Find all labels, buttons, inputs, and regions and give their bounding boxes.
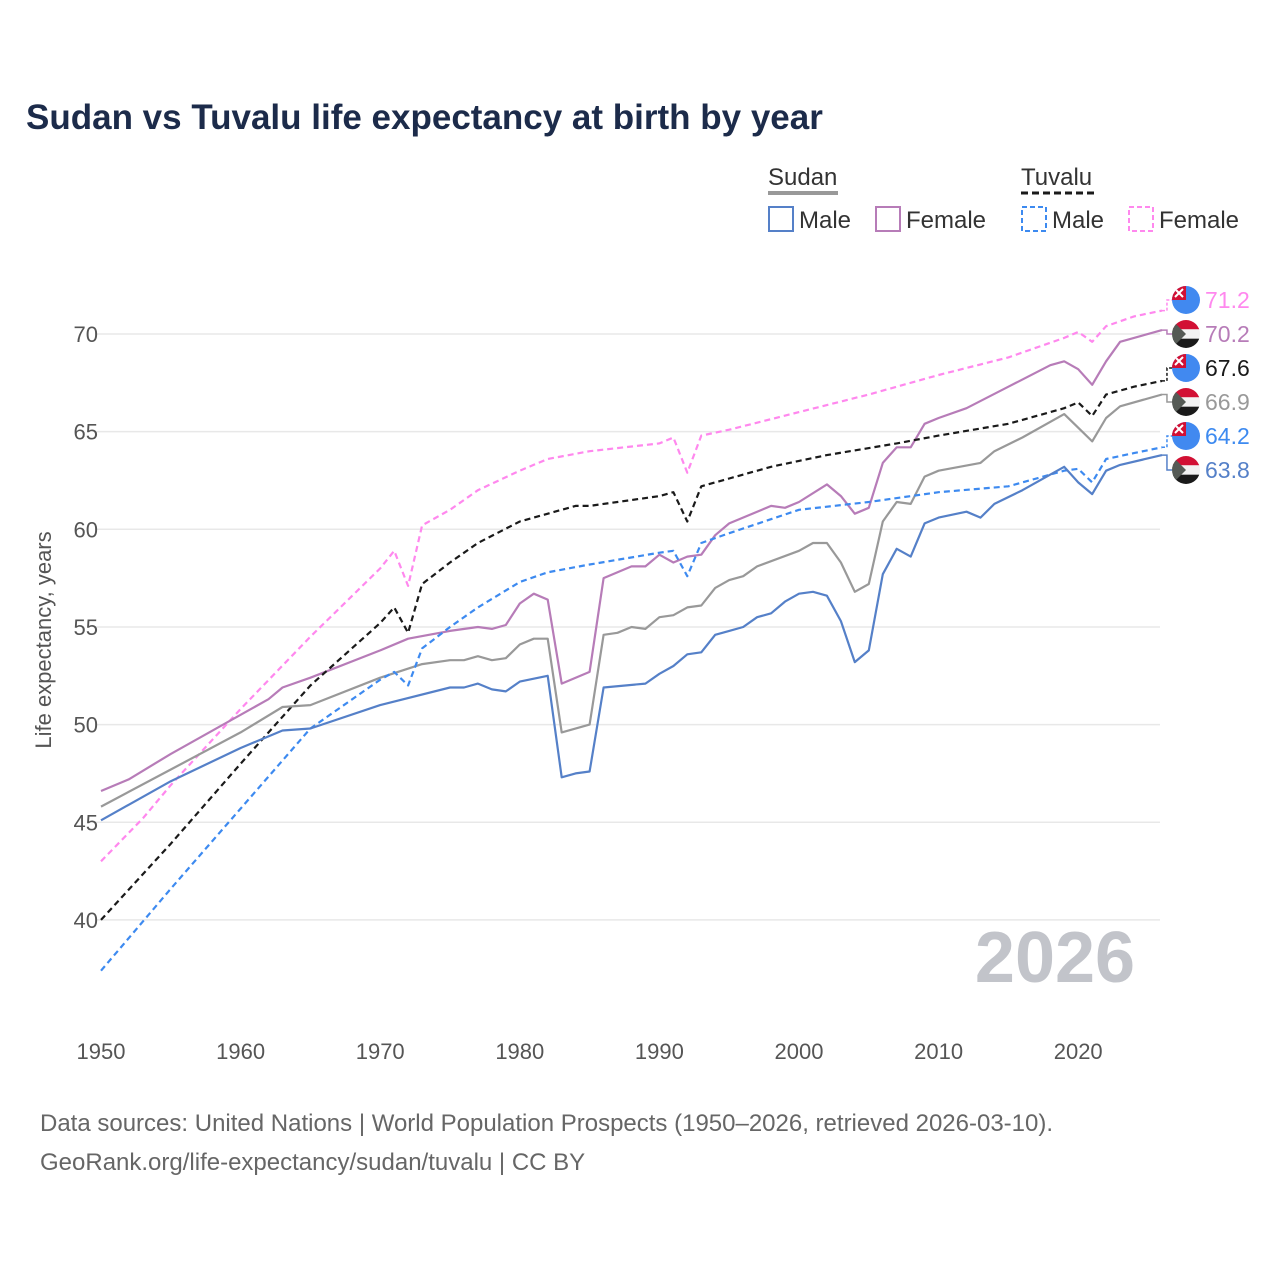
end-value-label: 64.2 <box>1205 423 1250 449</box>
x-tick-label: 1970 <box>356 1039 405 1064</box>
legend-swatch-tuvalu-female <box>1128 206 1154 232</box>
legend-group-tuvalu: Tuvalu <box>1021 164 1092 191</box>
end-value-label: 67.6 <box>1205 355 1250 381</box>
flag-cross <box>1174 356 1184 366</box>
flag-stripe-black <box>1172 338 1200 348</box>
y-tick-label: 70 <box>74 322 98 347</box>
flag-triangle <box>1172 320 1186 348</box>
series-line-tuvalu-female <box>100 309 1163 863</box>
legend: Sudan Male Female Tuvalu Male Female <box>768 164 1239 234</box>
series-line-tuvalu <box>100 379 1163 921</box>
series-line-sudan <box>100 393 1163 808</box>
x-tick-label: 1980 <box>495 1039 544 1064</box>
chart-title: Sudan vs Tuvalu life expectancy at birth… <box>26 98 823 137</box>
leader-line <box>1161 393 1174 403</box>
flag-stripe-black <box>1172 474 1200 484</box>
series-line-sudan-male <box>100 454 1163 822</box>
flag-triangle <box>1172 456 1186 484</box>
leader-line <box>1161 435 1174 449</box>
leader-line <box>1161 329 1174 335</box>
flag-body <box>1172 320 1200 348</box>
legend-group-sudan: Sudan <box>768 164 837 191</box>
legend-swatch-sudan-male <box>768 206 794 232</box>
legend-label-sudan-male: Male <box>799 207 851 234</box>
footer-link[interactable]: GeoRank.org/life-expectancy/sudan/tuvalu… <box>40 1149 585 1176</box>
flag-triangle <box>1172 388 1186 416</box>
y-tick-label: 45 <box>74 810 98 835</box>
sudan-flag-icon <box>1172 320 1200 348</box>
flag-body <box>1172 388 1200 416</box>
flag-body <box>1172 422 1200 450</box>
end-value-label: 70.2 <box>1205 321 1250 347</box>
flag-cross <box>1174 288 1184 298</box>
flag-body <box>1172 456 1200 484</box>
y-tick-label: 60 <box>74 517 98 542</box>
y-tick-label: 55 <box>74 615 98 640</box>
end-value-label: 63.8 <box>1205 457 1250 483</box>
y-tick-label: 40 <box>74 908 98 933</box>
flag-stripe-red <box>1172 456 1200 466</box>
sudan-flag-icon <box>1172 388 1200 416</box>
series-line-tuvalu-male <box>100 446 1163 972</box>
legend-swatch-tuvalu-male <box>1021 206 1047 232</box>
x-tick-label: 1950 <box>77 1039 126 1064</box>
x-tick-label: 1990 <box>635 1039 684 1064</box>
tuvalu-flag-icon <box>1172 286 1200 314</box>
flag-body <box>1172 286 1200 314</box>
series-line-sudan-female <box>100 329 1163 793</box>
x-tick-label: 1960 <box>216 1039 265 1064</box>
leader-line <box>1161 367 1174 382</box>
x-tick-label: 2010 <box>914 1039 963 1064</box>
legend-label-tuvalu-male: Male <box>1052 207 1104 234</box>
legend-swatch-sudan-female <box>875 206 901 232</box>
flag-body <box>1172 354 1200 382</box>
legend-label-sudan-female: Female <box>906 207 986 234</box>
y-axis-label: Life expectancy, years <box>31 531 56 748</box>
x-tick-label: 2000 <box>775 1039 824 1064</box>
x-tick-label: 2020 <box>1054 1039 1103 1064</box>
tuvalu-flag-icon <box>1172 354 1200 382</box>
flag-stripe-red <box>1172 388 1200 398</box>
flag-stripe-red <box>1172 320 1200 330</box>
end-value-label: 71.2 <box>1205 287 1250 313</box>
y-tick-label: 65 <box>74 420 98 445</box>
y-tick-label: 50 <box>74 713 98 738</box>
leader-line <box>1161 299 1174 312</box>
tuvalu-flag-icon <box>1172 422 1200 450</box>
footer-sources: Data sources: United Nations | World Pop… <box>40 1110 1053 1137</box>
year-watermark: 2026 <box>975 918 1135 998</box>
flag-stripe-black <box>1172 406 1200 416</box>
flag-cross <box>1174 424 1184 434</box>
sudan-flag-icon <box>1172 456 1200 484</box>
legend-label-tuvalu-female: Female <box>1159 207 1239 234</box>
leader-line <box>1161 454 1174 471</box>
end-value-label: 66.9 <box>1205 389 1250 415</box>
